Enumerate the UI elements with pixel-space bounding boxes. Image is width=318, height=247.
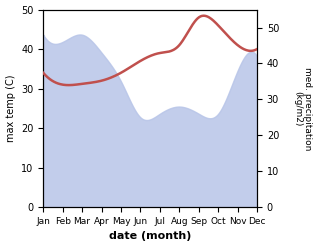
Y-axis label: med. precipitation
(kg/m2): med. precipitation (kg/m2) xyxy=(293,67,313,150)
X-axis label: date (month): date (month) xyxy=(109,231,191,242)
Y-axis label: max temp (C): max temp (C) xyxy=(5,75,16,142)
